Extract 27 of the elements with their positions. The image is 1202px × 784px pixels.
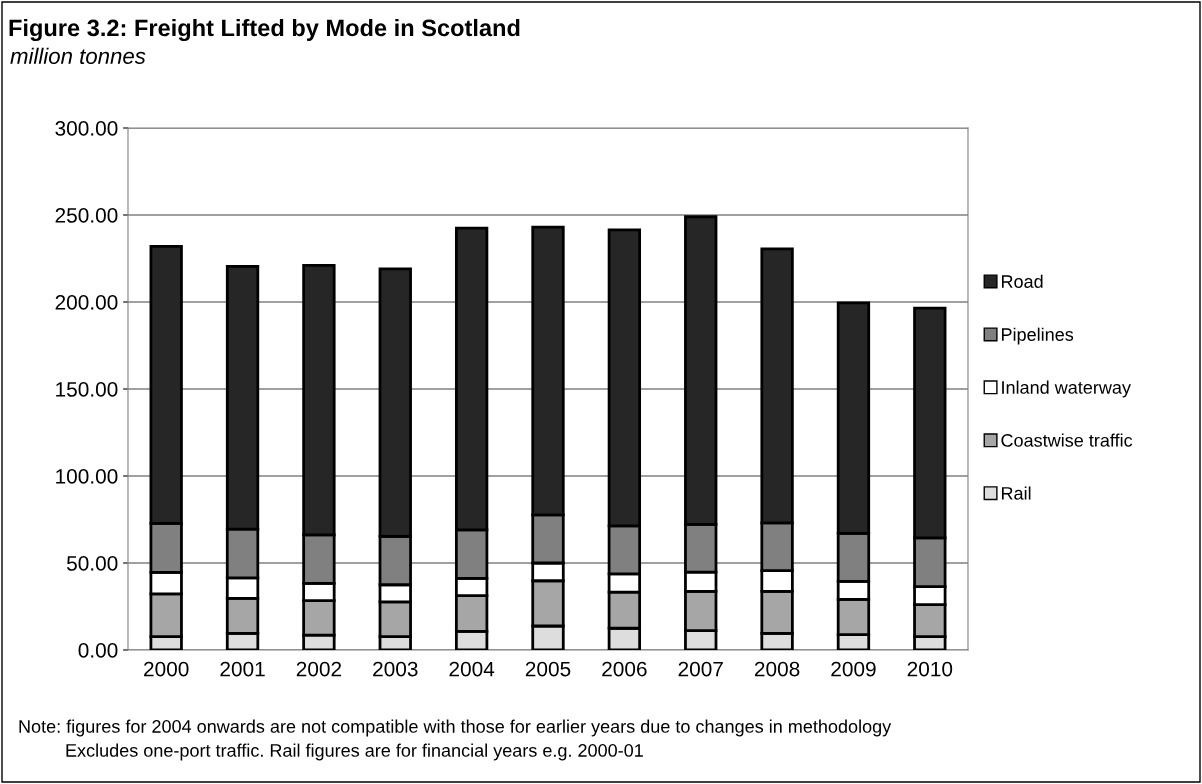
legend-label: Rail [1001,486,1031,500]
x-tick-label: 2000 [144,661,189,677]
legend-label: Inland waterway [1002,380,1131,398]
legend-label: Pipelines [1001,327,1074,345]
x-tick-label: 2002 [296,661,342,677]
x-tick-label: 2005 [525,661,571,677]
text: Note: figures for 2004 onwards are not compatible with those for earlier years due to changes in methodology [19,719,892,737]
y-tick-label: 200.00 [55,295,118,310]
y-tick-label: 250.00 [55,208,118,223]
x-tick-label: 2010 [907,661,953,677]
chart-title: Figure 3.2: Freight Lifted by Mode in Scotland [9,18,520,42]
x-tick-label: 2009 [831,661,876,677]
x-tick-label: 2008 [754,661,800,677]
y-tick-label: 150.00 [56,382,118,397]
text: Excludes one-port traffic. Rail figures are for financial years e.g. 2000-01 [66,743,643,761]
legend-label: Road [1001,274,1043,288]
x-tick-label: 2007 [678,661,723,677]
y-tick-label: 50.00 [66,556,118,571]
y-tick-label: 0.00 [78,643,118,658]
chart-subtitle: million tonnes [10,47,146,64]
x-tick-label: 2004 [449,661,495,677]
x-tick-label: 2006 [602,661,647,677]
legend-label: Coastwise traffic [1001,433,1133,447]
y-tick-label: 300.00 [55,121,118,136]
x-tick-label: 2001 [220,661,265,677]
x-tick-label: 2003 [373,661,418,677]
y-tick-label: 100.00 [56,469,118,484]
